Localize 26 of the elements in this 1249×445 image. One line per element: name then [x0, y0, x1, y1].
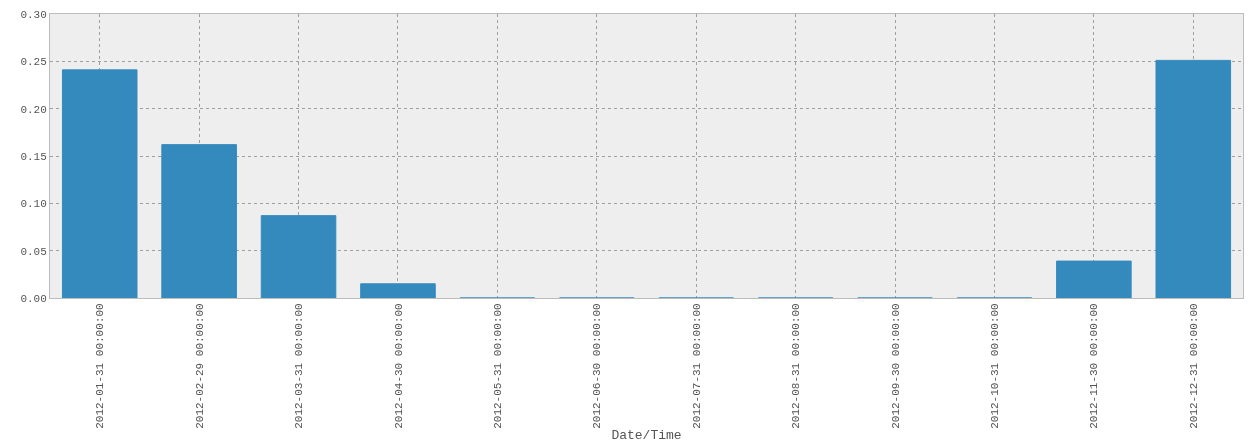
- y-tick-label: 0.10: [20, 198, 47, 211]
- y-tick-label: 0.30: [20, 8, 47, 21]
- x-tick-label: 2012-09-30 00:00:00: [889, 303, 902, 429]
- x-tick-label: 2012-11-30 00:00:00: [1088, 303, 1101, 429]
- x-tick-label: 2012-12-31 00:00:00: [1187, 303, 1200, 429]
- x-tick-label: 2012-06-30 00:00:00: [591, 303, 604, 429]
- y-tick-label: 0.15: [20, 150, 47, 163]
- y-tick-label: 0.25: [20, 56, 47, 69]
- x-tick-label: 2012-08-31 00:00:00: [790, 303, 803, 429]
- x-tick-label: 2012-02-29 00:00:00: [193, 303, 206, 429]
- x-tick-label: 2012-07-31 00:00:00: [690, 303, 703, 429]
- bar: [161, 144, 237, 298]
- bar: [61, 69, 138, 298]
- x-tick-label: 2012-04-30 00:00:00: [392, 303, 405, 429]
- y-tick-label: 0.05: [20, 245, 47, 258]
- x-tick-label: 2012-03-31 00:00:00: [293, 303, 306, 429]
- bar: [360, 283, 436, 298]
- y-tick-label: 0.00: [20, 292, 47, 305]
- y-tick-label: 0.20: [20, 103, 47, 116]
- x-tick-label: 2012-10-31 00:00:00: [989, 303, 1002, 429]
- bar: [260, 215, 337, 298]
- x-tick-label: 2012-05-31 00:00:00: [491, 303, 504, 429]
- bar: [1155, 59, 1232, 298]
- x-tick-label: 2012-01-31 00:00:00: [94, 303, 107, 429]
- x-axis-title: Date/Time: [611, 428, 682, 444]
- bar: [1056, 260, 1132, 298]
